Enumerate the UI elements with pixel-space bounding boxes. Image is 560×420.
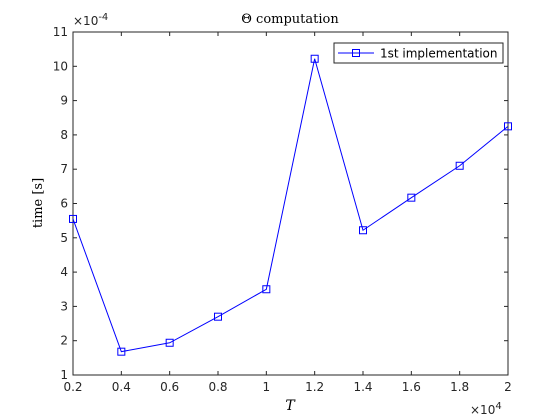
x-tick-label: 0.6: [160, 380, 179, 394]
data-point-marker: [165, 338, 174, 347]
x-tick-label: 0.8: [208, 380, 227, 394]
series-line: [72, 58, 509, 353]
data-point-marker: [455, 161, 464, 170]
data-point-marker: [504, 122, 512, 131]
x-tick-label: 1.4: [353, 380, 372, 394]
y-tick-label: 5: [60, 231, 68, 245]
data-point-marker: [359, 226, 367, 235]
data-point-marker: [310, 54, 319, 63]
y-axis-exponent-power: -4: [98, 12, 108, 23]
data-point-marker: [69, 214, 77, 223]
y-axis-exponent: ×10-4: [73, 12, 108, 28]
y-tick-label: 6: [60, 197, 68, 211]
x-tick-label: 1.2: [305, 380, 324, 394]
legend-box: [333, 42, 504, 64]
legend-label: 1st implementation: [380, 47, 498, 61]
axes-box: [72, 31, 509, 376]
x-tick-label: 0.2: [63, 380, 82, 394]
data-point-marker: [117, 347, 126, 356]
x-axis-exponent-power: 4: [495, 401, 501, 412]
y-tick-label: 3: [60, 299, 68, 313]
y-tick-label: 4: [60, 265, 68, 279]
y-tick-label: 7: [60, 162, 68, 176]
y-tick-label: 10: [53, 59, 68, 73]
x-axis-label: T: [285, 398, 296, 414]
x-tick-label: 1.6: [402, 380, 421, 394]
y-axis-exponent-base: ×10: [73, 14, 98, 28]
x-axis-exponent: ×104: [470, 401, 502, 417]
y-tick-label: 1: [60, 368, 68, 382]
chart-title: Θ computation: [241, 12, 339, 27]
x-tick-label: 1: [263, 380, 271, 394]
y-tick-label: 8: [60, 128, 68, 142]
x-tick-label: 0.4: [112, 380, 131, 394]
y-axis-label: time [s]: [31, 178, 46, 228]
x-tick-label: 2: [504, 380, 512, 394]
y-tick-label: 2: [60, 334, 68, 348]
y-tick-label: 9: [60, 94, 68, 108]
y-tick-label: 11: [53, 25, 68, 39]
data-point-marker: [214, 312, 222, 321]
x-tick-label: 1.8: [450, 380, 469, 394]
legend-marker: [352, 49, 360, 57]
data-point-marker: [262, 285, 271, 294]
tick-group: 0.2 0.4 0.6 0.8 1 1.2 1.4 1.6 1.8 2 1 2 3 4 5 6 7 8 9 10 11: [53, 25, 512, 394]
legend: 1st implementation: [333, 42, 504, 64]
series-group: [69, 54, 512, 356]
x-axis-exponent-base: ×10: [470, 403, 495, 417]
data-point-marker: [407, 193, 416, 202]
